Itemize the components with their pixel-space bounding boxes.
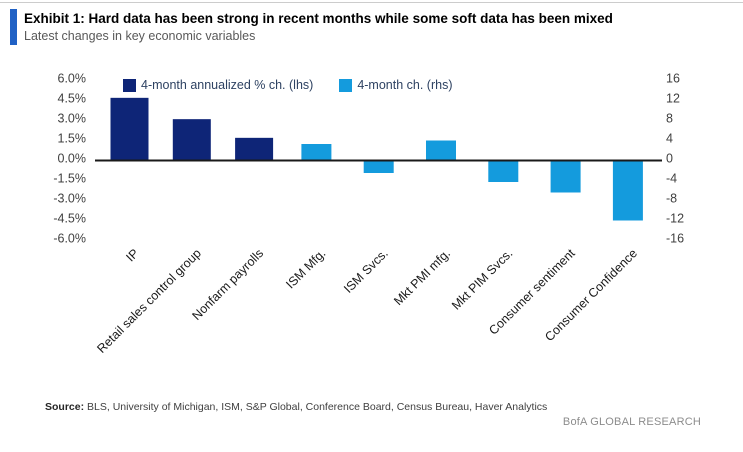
- brand-mark: BofA GLOBAL RESEARCH: [562, 416, 701, 428]
- source-text: BLS, University of Michigan, ISM, S&P Gl…: [84, 401, 548, 413]
- legend-label-rhs: 4-month ch. (rhs): [357, 78, 453, 92]
- category-label: Mkt PIM Svcs.: [449, 246, 515, 312]
- legend-swatch-lightblue-icon: [339, 78, 353, 92]
- legend-label-lhs: 4-month annualized % ch. (lhs): [141, 78, 314, 92]
- left-axis-tick: -1.5%: [53, 171, 86, 185]
- left-axis-tick: 0.0%: [58, 151, 87, 165]
- left-axis-tick: -3.0%: [53, 191, 86, 205]
- right-axis-tick: 12: [666, 91, 680, 105]
- category-label: Mkt PMI mfg.: [391, 246, 453, 308]
- bar-left-1: [172, 119, 211, 161]
- left-axis-tick: -6.0%: [53, 231, 86, 245]
- bar-left-0: [110, 97, 149, 161]
- right-axis-tick: -16: [666, 231, 684, 245]
- right-axis-tick: 16: [666, 71, 680, 85]
- category-label: ISM Svcs.: [341, 246, 391, 296]
- bar-right-8: [612, 160, 643, 221]
- left-axis-tick: 3.0%: [58, 111, 87, 125]
- top-divider: [0, 2, 743, 3]
- right-axis-tick: 0: [666, 151, 673, 165]
- source-note: Source: BLS, University of Michigan, ISM…: [45, 401, 695, 413]
- category-label: ISM Mfg.: [283, 246, 328, 291]
- chart-legend: 4-month annualized % ch. (lhs) 4-month c…: [123, 78, 452, 92]
- bar-right-6: [488, 160, 519, 182]
- bar-right-3: [301, 144, 332, 161]
- left-axis-tick: 1.5%: [58, 131, 87, 145]
- category-label: IP: [123, 246, 141, 264]
- bar-chart: 6.0% 4.5% 3.0% 1.5% 0.0% -1.5% -3.0% -4.5% -6.0%…: [53, 71, 684, 356]
- source-label: Source:: [45, 401, 85, 413]
- bar-right-5: [426, 140, 456, 161]
- left-axis-tick: 4.5%: [58, 91, 87, 105]
- left-axis-tick: 6.0%: [58, 71, 87, 85]
- bar-right-4: [363, 160, 394, 173]
- legend-item-rhs: 4-month ch. (rhs): [339, 78, 452, 92]
- right-axis-tick: -12: [666, 211, 684, 225]
- page-title: Exhibit 1: Hard data has been strong in …: [24, 11, 613, 26]
- right-axis-tick: -4: [666, 171, 677, 185]
- exhibit-header: Exhibit 1: Hard data has been strong in …: [10, 9, 613, 45]
- right-axis-tick: 4: [666, 131, 673, 145]
- bar-right-7: [550, 160, 581, 193]
- page-subtitle: Latest changes in key economic variables: [24, 29, 256, 43]
- title-accent-bar: [10, 9, 17, 45]
- bar-left-2: [235, 137, 274, 161]
- category-label: Retail sales control group: [94, 246, 204, 356]
- right-axis-tick: 8: [666, 111, 673, 125]
- legend-swatch-navy-icon: [123, 78, 136, 92]
- right-axis-tick: -8: [666, 191, 677, 205]
- legend-item-lhs: 4-month annualized % ch. (lhs): [123, 78, 313, 92]
- left-axis-tick: -4.5%: [53, 211, 86, 225]
